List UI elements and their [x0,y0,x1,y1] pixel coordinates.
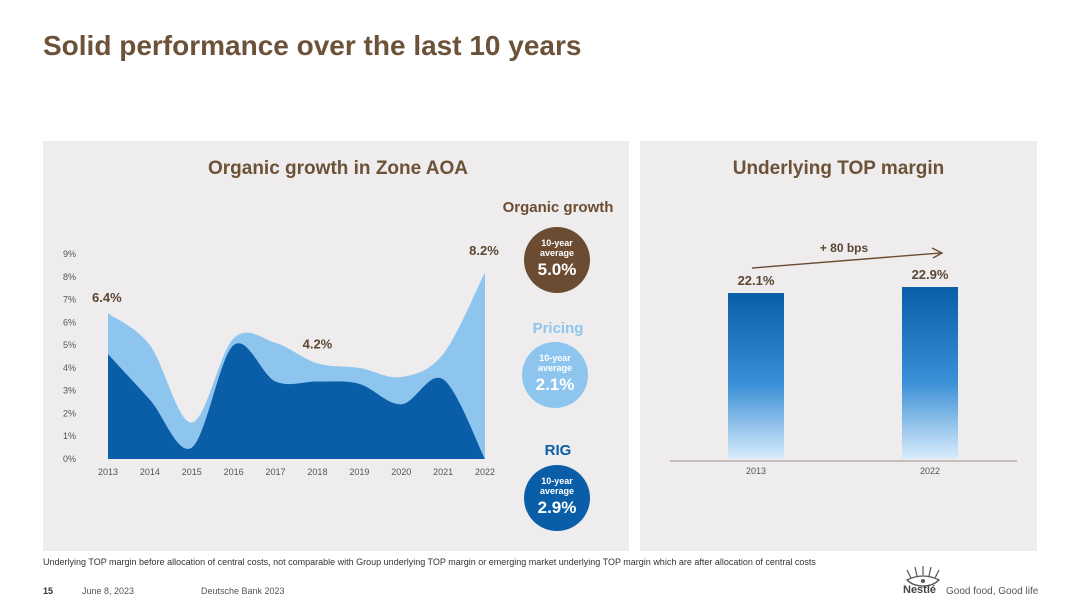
legend-organic-growth-label: Organic growth [502,199,614,216]
y-tick-label: 8% [63,272,76,282]
pricing-average-value: 2.1% [535,375,575,394]
rig-average-sublabel: 10-year average [539,476,575,496]
pricing-average-sublabel: 10-year average [537,353,573,373]
nestle-logo: Nestlé [903,562,943,601]
bar [728,293,784,459]
top-margin-panel: Underlying TOP margin 22.1% 2013 22.9% 2022… [640,141,1037,551]
data-label: 8.2% [469,243,499,258]
pricing-average-bubble: 10-year average 2.1% [522,342,588,408]
footnote: Underlying TOP margin before allocation … [43,557,816,567]
data-label: 4.2% [303,336,333,351]
x-tick-label: 2013 [98,467,118,477]
y-tick-label: 3% [63,386,76,396]
top-margin-bar-chart: 22.1% 2013 22.9% 2022 + 80 bps [670,241,1017,476]
y-tick-label: 1% [63,431,76,441]
brand-name: Nestlé [903,584,937,596]
rig-average-value: 2.9% [537,498,577,517]
bar [902,287,958,459]
legend-rig-label: RIG [544,442,572,459]
x-tick-label: 2015 [182,467,202,477]
change-arrow-label: + 80 bps [820,241,869,255]
organic-growth-chart-title: Organic growth in Zone AOA [207,158,469,179]
y-tick-label: 9% [63,249,76,259]
footer-date: June 8, 2023 [82,586,135,596]
page-title: Solid performance over the last 10 years [43,30,582,61]
x-tick-label: 2021 [433,467,453,477]
organic-growth-average-value: 5.0% [537,260,577,279]
x-tick-label: 2017 [266,467,286,477]
y-tick-label: 4% [63,363,76,373]
y-tick-label: 6% [63,317,76,327]
organic-growth-average-bubble: 10-year average 5.0% [524,227,590,293]
x-tick-label: 2018 [307,467,327,477]
x-tick-label: 2014 [140,467,160,477]
organic-growth-area-chart: 0% 1% 2% 3% 4% 5% 6% 7% 8% 9% 2013 2014 2015 2016 2017… [63,243,499,477]
x-tick-label: 2020 [391,467,411,477]
x-tick-label: 2022 [920,466,940,476]
rig-average-bubble: 10-year average 2.9% [524,465,590,531]
top-margin-chart-title: Underlying TOP margin [732,158,945,179]
organic-growth-panel: Organic growth in Zone AOA 0% 1% 2% 3% 4% 5% 6… [43,141,629,551]
x-tick-label: 2022 [475,467,495,477]
nest-bird-icon [905,566,941,587]
bar-value-label: 22.9% [912,267,949,282]
footer-event: Deutsche Bank 2023 [201,586,285,596]
organic-growth-average-sublabel: 10-year average [539,238,575,258]
bar-value-label: 22.1% [738,273,775,288]
data-label: 6.4% [92,290,122,305]
x-tick-label: 2016 [224,467,244,477]
x-tick-label: 2013 [746,466,766,476]
y-tick-label: 7% [63,295,76,305]
y-tick-label: 5% [63,340,76,350]
page-number: 15 [43,586,54,596]
legend-pricing-label: Pricing [532,320,584,337]
y-tick-label: 0% [63,454,76,464]
arrow-head-icon [931,247,944,259]
change-arrow-line [751,252,941,269]
x-tick-label: 2019 [349,467,369,477]
y-tick-label: 2% [63,408,76,418]
area-series-rig [108,343,485,459]
brand-tagline: Good food, Good life [946,586,1039,597]
